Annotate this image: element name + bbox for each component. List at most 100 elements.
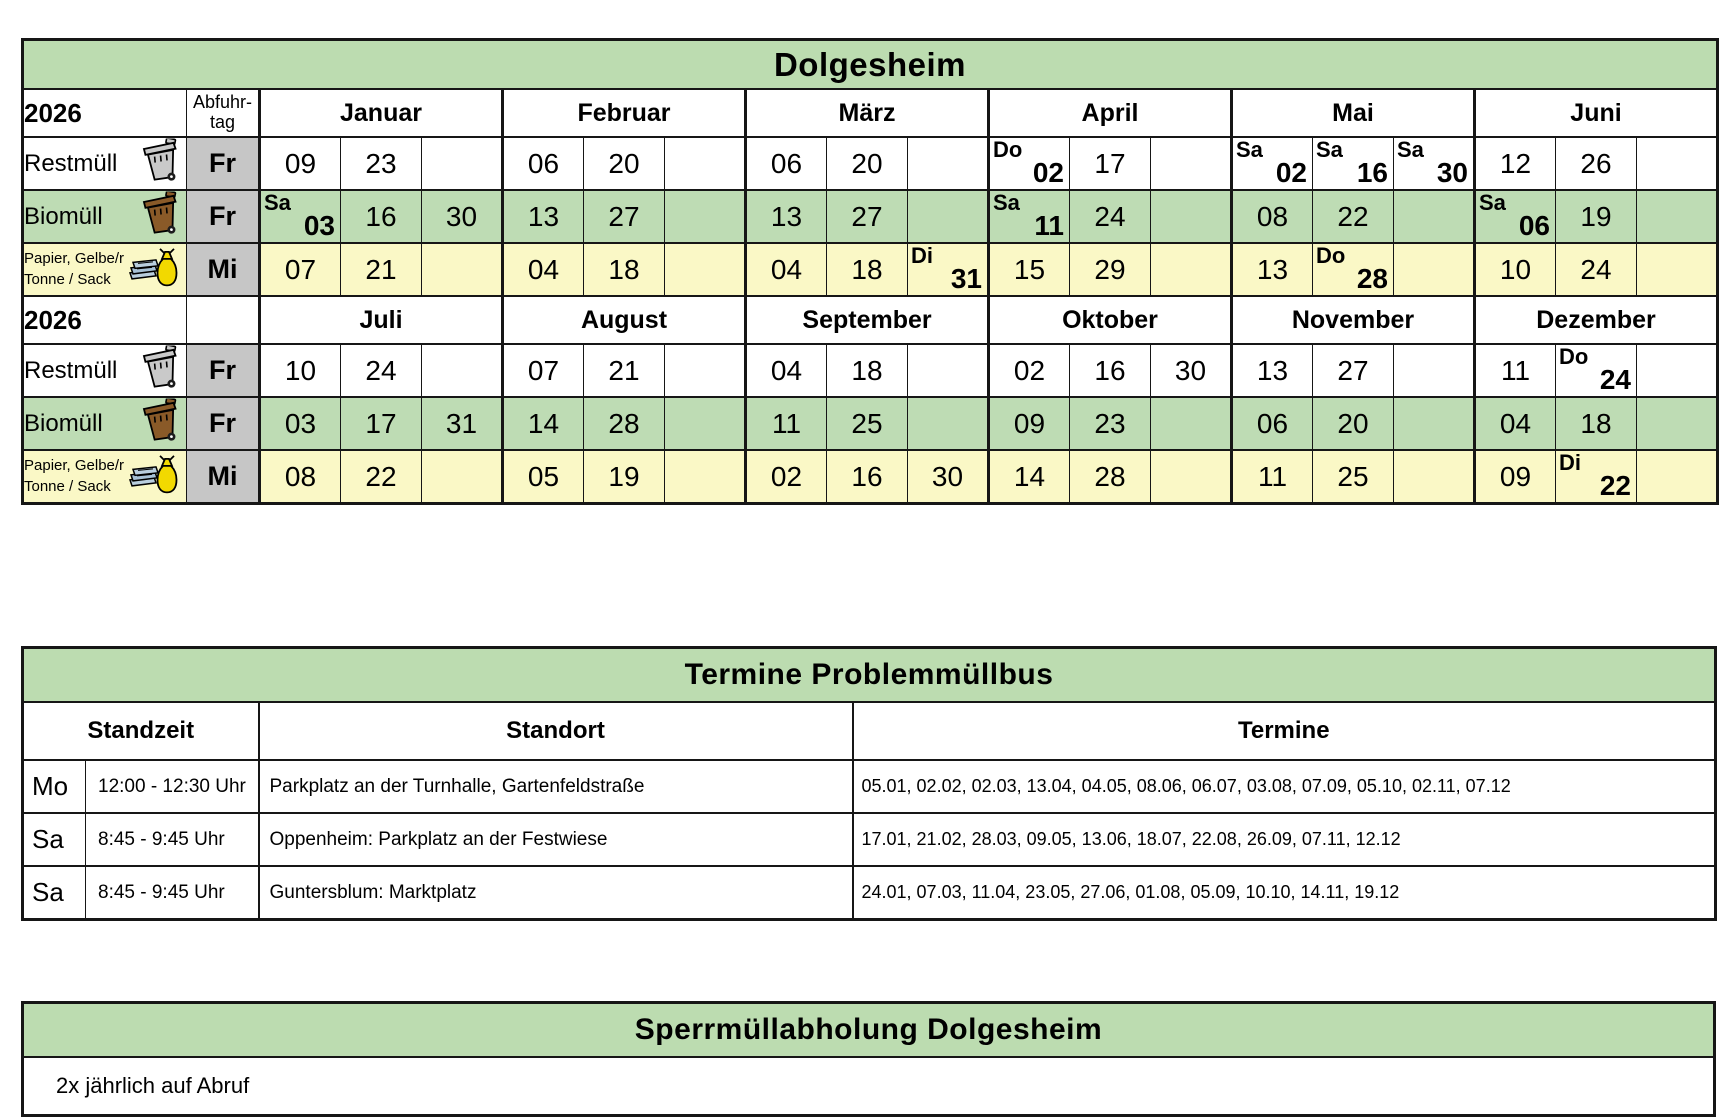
standort-cell: Guntersblum: Marktplatz — [257, 865, 854, 921]
empty-date-cell — [1393, 449, 1475, 504]
date-cell: 27 — [1312, 343, 1394, 398]
date-cell: 31 — [421, 396, 503, 451]
waste-type-label: Biomüll — [22, 396, 187, 451]
empty-date-cell — [1636, 189, 1718, 244]
table-row: Sa 8:45 - 9:45 Uhr Oppenheim: Parkplatz … — [21, 812, 1717, 867]
date-cell: 11 — [1473, 343, 1556, 398]
month-header: März — [744, 88, 989, 138]
month-header-row: 2026 Juli August September Oktober November De… — [22, 295, 1718, 345]
date-cell: 04 — [501, 242, 584, 297]
empty-date-cell — [1150, 396, 1232, 451]
date-cell: 22 — [340, 449, 422, 504]
waste-row-biomuell: Biomüll Fr 03 17 31 14 28 11 25 09 23 06 20 04 18 — [22, 396, 1718, 451]
paper-sack-icon — [127, 452, 181, 502]
column-header-standort: Standort — [257, 701, 854, 761]
month-header: August — [501, 295, 746, 345]
weekday-prefix: Sa — [264, 190, 291, 215]
empty-date-cell — [1636, 343, 1718, 398]
date-cell: 27 — [826, 189, 908, 244]
standzeit-day: Sa — [21, 865, 86, 921]
date-cell: 13 — [1230, 242, 1313, 297]
standzeit-day: Sa — [21, 812, 86, 867]
abfuhrtag-header — [186, 295, 260, 345]
empty-date-cell — [1636, 242, 1718, 297]
weekday-prefix: Sa — [1236, 137, 1263, 162]
year-label: 2026 — [22, 295, 187, 345]
date-cell: 05 — [501, 449, 584, 504]
empty-date-cell — [907, 189, 989, 244]
problem-waste-header-row: Standzeit Standort Termine — [21, 701, 1717, 761]
waste-type-text: Restmüll — [24, 149, 118, 177]
empty-date-cell — [1150, 242, 1232, 297]
bulky-waste-table: Sperrmüllabholung Dolgesheim 2x jährlich… — [21, 1001, 1716, 1117]
shifted-date: 31 — [950, 263, 982, 294]
date-cell: 04 — [744, 343, 827, 398]
date-cell: 13 — [744, 189, 827, 244]
empty-date-cell — [1636, 396, 1718, 451]
date-cell: 17 — [340, 396, 422, 451]
shifted-date: 16 — [1356, 157, 1388, 188]
date-cell: 23 — [340, 136, 422, 191]
shifted-date: 24 — [1599, 364, 1631, 395]
date-cell: 15 — [987, 242, 1070, 297]
brown-bin-icon — [141, 192, 181, 242]
standzeit-day: Mo — [21, 759, 86, 814]
date-cell: 12 — [1473, 136, 1556, 191]
paper-sack-icon — [127, 245, 181, 295]
empty-date-cell — [421, 242, 503, 297]
date-cell: 13 — [1230, 343, 1313, 398]
date-cell: 06 — [501, 136, 584, 191]
date-cell: Do 28 — [1312, 242, 1394, 297]
date-cell: 03 — [258, 396, 341, 451]
waste-type-text: Tonne / Sack — [24, 270, 111, 288]
date-cell: 19 — [583, 449, 665, 504]
weekday-prefix: Do — [1559, 344, 1589, 369]
shifted-date: 11 — [1034, 210, 1064, 241]
calendar-title-row: Dolgesheim — [22, 39, 1718, 90]
bulky-waste-title: Sperrmüllabholung Dolgesheim — [21, 1001, 1716, 1058]
weekday-prefix: Sa — [1316, 137, 1343, 162]
shifted-date: 30 — [1436, 157, 1468, 188]
empty-date-cell — [1150, 189, 1232, 244]
date-cell: 09 — [987, 396, 1070, 451]
empty-date-cell — [1150, 136, 1232, 191]
problem-waste-table: Termine Problemmüllbus Standzeit Standor… — [21, 646, 1718, 921]
date-cell: 18 — [826, 242, 908, 297]
date-cell: 14 — [501, 396, 584, 451]
date-cell: 24 — [340, 343, 422, 398]
date-cell: 11 — [744, 396, 827, 451]
month-header: November — [1230, 295, 1475, 345]
weekday-prefix: Di — [911, 243, 933, 268]
empty-date-cell — [1636, 449, 1718, 504]
collection-day: Mi — [186, 242, 260, 297]
collection-day: Fr — [186, 136, 260, 191]
brown-bin-icon — [141, 399, 181, 449]
weekday-prefix: Sa — [993, 190, 1020, 215]
abfuhrtag-header: Abfuhr-tag — [186, 88, 260, 138]
weekday-prefix: Sa — [1479, 190, 1506, 215]
waste-type-label: Papier, Gelbe/r Tonne / Sack — [22, 242, 187, 297]
date-cell: 21 — [583, 343, 665, 398]
table-row: Sa 8:45 - 9:45 Uhr Guntersblum: Marktpla… — [21, 865, 1717, 921]
date-cell: 16 — [340, 189, 422, 244]
date-cell: 29 — [1069, 242, 1151, 297]
waste-type-label: Papier, Gelbe/r Tonne / Sack — [22, 449, 187, 504]
weekday-prefix: Di — [1559, 450, 1581, 475]
date-cell: 27 — [583, 189, 665, 244]
month-header: Juli — [258, 295, 503, 345]
date-cell: 18 — [826, 343, 908, 398]
empty-date-cell — [664, 189, 746, 244]
waste-type-text: Restmüll — [24, 356, 118, 384]
date-cell: Di 31 — [907, 242, 989, 297]
empty-date-cell — [421, 449, 503, 504]
bulky-waste-note-row: 2x jährlich auf Abruf — [21, 1056, 1716, 1117]
empty-date-cell — [1150, 449, 1232, 504]
waste-type-text: Tonne / Sack — [24, 477, 111, 495]
date-cell: 20 — [1312, 396, 1394, 451]
standort-cell: Oppenheim: Parkplatz an der Festwiese — [257, 812, 854, 867]
waste-type-text: Papier, Gelbe/r — [24, 250, 125, 268]
date-cell: Sa 02 — [1230, 136, 1313, 191]
date-cell: 19 — [1555, 189, 1637, 244]
collection-day: Fr — [186, 343, 260, 398]
date-cell: 02 — [987, 343, 1070, 398]
